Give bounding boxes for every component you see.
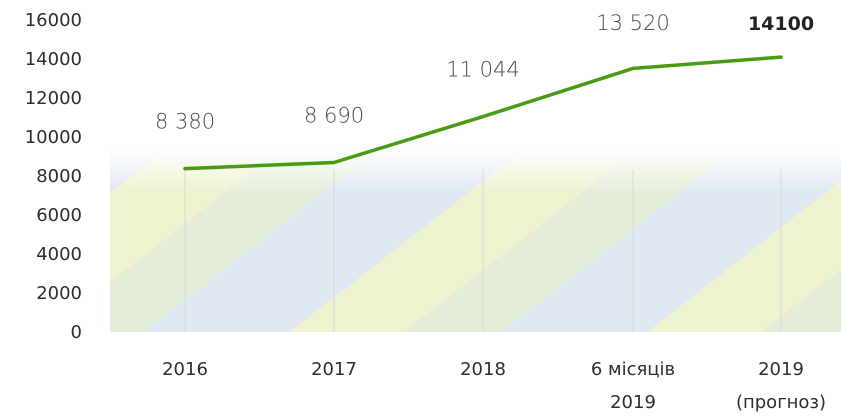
x-tick-label: 2018 — [460, 359, 506, 380]
grid — [184, 170, 782, 332]
y-tick-label: 10000 — [25, 127, 82, 148]
x-tick-label: 6 місяців 2019 — [591, 359, 675, 413]
y-tick-label: 6000 — [36, 205, 82, 226]
y-tick-label: 4000 — [36, 244, 82, 265]
data-labels: 8 380 8 690 11 044 13 520 14100 — [155, 11, 814, 134]
data-point — [183, 166, 187, 171]
data-label: 8 380 — [155, 110, 215, 134]
background-band-fade — [110, 148, 841, 332]
data-label: 13 520 — [596, 11, 669, 35]
y-tick-label: 2000 — [36, 283, 82, 304]
y-tick-label: 14000 — [25, 49, 82, 70]
x-tick-label: 2019 (прогноз) — [736, 359, 826, 413]
plot-background — [110, 148, 841, 332]
data-point — [631, 66, 635, 70]
x-axis: 2016 2017 2018 6 місяців 2019 2019 (прогноз) — [162, 359, 826, 413]
x-tick-label: 2016 — [162, 359, 208, 380]
y-tick-label: 0 — [71, 322, 82, 343]
y-tick-label: 8000 — [36, 166, 82, 187]
data-label: 8 690 — [304, 104, 364, 128]
x-tick-label: 2017 — [311, 359, 357, 380]
data-point — [332, 160, 336, 165]
data-point — [481, 115, 485, 119]
y-tick-label: 16000 — [25, 10, 82, 31]
y-tick-label: 12000 — [25, 88, 82, 109]
y-axis: 0 2000 4000 6000 8000 10000 12000 14000 16000 — [25, 10, 82, 343]
data-label: 14100 — [748, 13, 814, 35]
data-label: 11 044 — [446, 58, 519, 82]
series — [183, 55, 783, 171]
data-point — [779, 55, 783, 59]
